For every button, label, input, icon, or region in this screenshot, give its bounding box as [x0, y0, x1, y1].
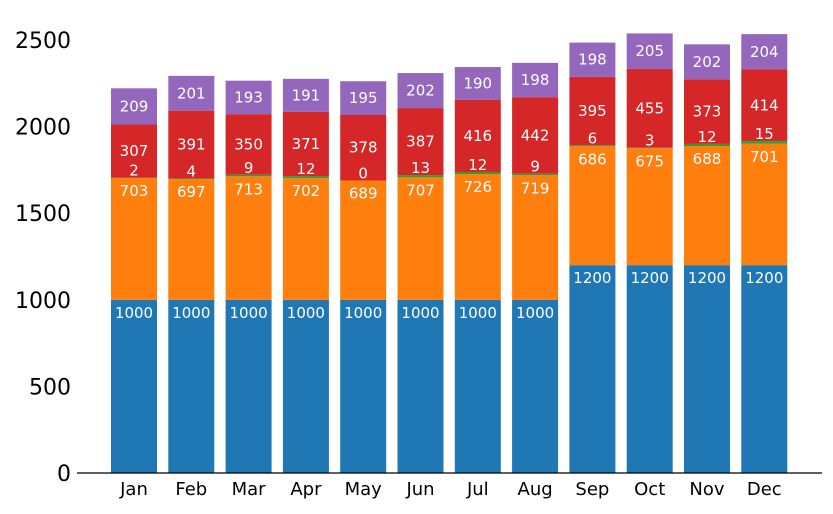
y-tick-label: 1000 [15, 289, 71, 314]
segment-value-label: 13 [411, 159, 430, 177]
segment-value-label: 701 [750, 148, 779, 166]
x-tick-label: Feb [175, 479, 207, 500]
segment-value-label: 15 [755, 125, 774, 143]
segment-value-label: 205 [635, 42, 664, 60]
segment-value-label: 373 [693, 103, 722, 121]
x-tick-label: Nov [689, 479, 724, 500]
x-tick-label: Jul [466, 479, 489, 500]
segment-value-label: 209 [120, 97, 149, 115]
segment-value-label: 1200 [573, 269, 611, 287]
segment-value-label: 455 [635, 99, 664, 117]
y-tick-label: 1500 [15, 202, 71, 227]
segment-value-label: 395 [578, 102, 607, 120]
segment-value-label: 9 [530, 158, 540, 176]
bar-segment [398, 300, 444, 473]
x-tick-label: May [345, 479, 383, 500]
segment-value-label: 675 [635, 152, 664, 170]
segment-value-label: 9 [244, 159, 254, 177]
segment-value-label: 0 [358, 164, 368, 182]
segment-value-label: 202 [406, 82, 435, 100]
x-tick-label: Sep [575, 479, 609, 500]
segment-value-label: 1200 [631, 269, 669, 287]
segment-value-label: 350 [234, 135, 263, 153]
segment-value-label: 719 [521, 179, 550, 197]
segment-value-label: 6 [588, 129, 598, 147]
bar-segment [741, 265, 787, 473]
x-tick-label: Jan [119, 479, 148, 500]
segment-value-label: 414 [750, 96, 779, 114]
segment-value-label: 686 [578, 150, 607, 168]
segment-value-label: 3 [645, 132, 655, 150]
bar-segment [455, 300, 501, 473]
segment-value-label: 702 [292, 182, 321, 200]
x-tick-label: Dec [747, 479, 782, 500]
segment-value-label: 1000 [459, 304, 497, 322]
y-tick-label: 0 [57, 462, 71, 487]
segment-value-label: 1000 [516, 304, 554, 322]
segment-value-label: 198 [578, 51, 607, 69]
segment-value-label: 4 [187, 162, 197, 180]
bar-segment [340, 300, 386, 473]
segment-value-label: 726 [463, 178, 492, 196]
segment-value-label: 12 [296, 160, 315, 178]
x-tick-label: Aug [518, 479, 553, 500]
segment-value-label: 371 [292, 135, 321, 153]
segment-value-label: 204 [750, 43, 779, 61]
segment-value-label: 202 [693, 53, 722, 71]
segment-value-label: 689 [349, 184, 378, 202]
segment-value-label: 378 [349, 139, 378, 157]
segment-value-label: 703 [120, 182, 149, 200]
segment-value-label: 1000 [115, 304, 153, 322]
segment-value-label: 201 [177, 84, 206, 102]
segment-value-label: 190 [463, 74, 492, 92]
segment-value-label: 1200 [688, 269, 726, 287]
y-tick-label: 2500 [15, 29, 71, 54]
segment-value-label: 307 [120, 142, 149, 160]
bar-segment [569, 265, 615, 473]
segment-labels-layer: 1000 703 2 307 209 1000 697 4 391 201 1000 713 9 350 1… [115, 42, 783, 322]
bar-segment [684, 265, 730, 473]
segment-value-label: 416 [463, 127, 492, 145]
segment-value-label: 193 [234, 88, 263, 106]
x-axis-ticks: Jan Feb Mar Apr May Jun Jul Aug Sep Oct Nov Dec [119, 479, 782, 500]
segment-value-label: 12 [697, 128, 716, 146]
bar-segment [283, 300, 329, 473]
segment-value-label: 12 [468, 156, 487, 174]
segment-value-label: 1000 [230, 304, 268, 322]
x-tick-label: Apr [290, 479, 322, 500]
segment-value-label: 1000 [172, 304, 210, 322]
y-tick-label: 500 [29, 375, 71, 400]
segment-value-label: 688 [693, 150, 722, 168]
x-tick-label: Oct [634, 479, 665, 500]
segment-value-label: 1000 [287, 304, 325, 322]
bar-segment [111, 300, 157, 473]
segment-value-label: 191 [292, 86, 321, 104]
x-tick-label: Jun [405, 479, 434, 500]
bar-segment [168, 300, 214, 473]
segment-value-label: 1000 [401, 304, 439, 322]
segment-value-label: 707 [406, 181, 435, 199]
segment-value-label: 1000 [344, 304, 382, 322]
x-tick-label: Mar [232, 479, 267, 500]
segment-value-label: 442 [521, 126, 550, 144]
bars-layer [111, 33, 787, 473]
y-tick-label: 2000 [15, 116, 71, 141]
segment-value-label: 198 [521, 71, 550, 89]
segment-value-label: 2 [129, 162, 139, 180]
segment-value-label: 1200 [745, 269, 783, 287]
segment-value-label: 387 [406, 133, 435, 151]
segment-value-label: 391 [177, 136, 206, 154]
bar-segment [627, 265, 673, 473]
segment-value-label: 713 [234, 180, 263, 198]
segment-value-label: 195 [349, 89, 378, 107]
bar-segment [512, 300, 558, 473]
segment-value-label: 697 [177, 183, 206, 201]
bar-segment [226, 300, 272, 473]
y-axis-ticks: 0 500 1000 1500 2000 2500 [15, 29, 71, 487]
